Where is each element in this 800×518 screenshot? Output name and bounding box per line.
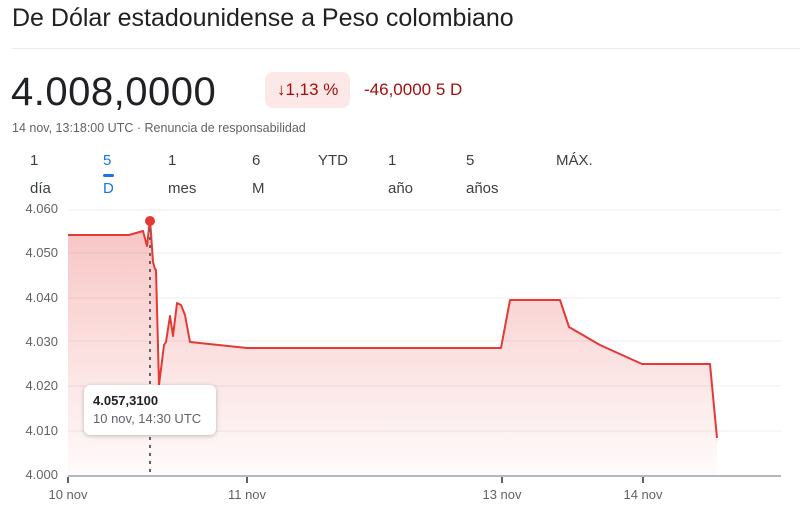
tab-1-month[interactable]: 1 mes <box>168 152 197 197</box>
y-tick-label: 4.010 <box>25 423 58 438</box>
tab-1-day[interactable]: 1 día <box>30 152 51 197</box>
y-tick-label: 4.050 <box>25 245 58 260</box>
page-title: De Dólar estadounidense a Peso colombian… <box>12 4 514 32</box>
tooltip-value: 4.057,3100 <box>93 393 159 408</box>
chart-tooltip: 4.057,3100 10 nov, 14:30 UTC <box>84 385 216 435</box>
tab-ytd[interactable]: YTD <box>318 152 348 169</box>
timestamp: 14 nov, 13:18:00 UTC <box>12 121 134 135</box>
y-tick-label: 4.020 <box>25 378 58 393</box>
price-area <box>68 219 717 476</box>
y-tick-label: 4.060 <box>25 201 58 216</box>
x-tick-label: 10 nov <box>48 487 88 502</box>
y-tick-label: 4.030 <box>25 334 58 349</box>
y-tick-label: 4.040 <box>25 290 58 305</box>
tab-max[interactable]: MÁX. <box>556 152 593 169</box>
tab-5-days[interactable]: 5 D <box>103 147 114 197</box>
disclaimer-link[interactable]: Renuncia de responsabilidad <box>144 121 306 135</box>
x-tick-label: 11 nov <box>227 487 267 502</box>
title-divider <box>12 48 800 49</box>
meta-separator: · <box>136 121 142 135</box>
tab-5-years[interactable]: 5 años <box>466 152 499 197</box>
current-price: 4.008,0000 <box>11 70 217 114</box>
tab-1-year[interactable]: 1 año <box>388 152 414 197</box>
x-tick-label: 13 nov <box>482 487 522 502</box>
change-percent-badge: ↓1,13 % <box>265 72 351 108</box>
tab-6-months[interactable]: 6 M <box>252 152 265 197</box>
price-meta: 14 nov, 13:18:00 UTC · Renuncia de respo… <box>12 121 306 135</box>
change-absolute: -46,0000 5 D <box>364 80 463 99</box>
y-tick-label: 4.000 <box>25 467 58 482</box>
price-line <box>68 218 718 439</box>
hover-point <box>145 216 155 226</box>
tooltip-date: 10 nov, 14:30 UTC <box>93 411 202 426</box>
x-tick-label: 14 nov <box>623 487 663 502</box>
